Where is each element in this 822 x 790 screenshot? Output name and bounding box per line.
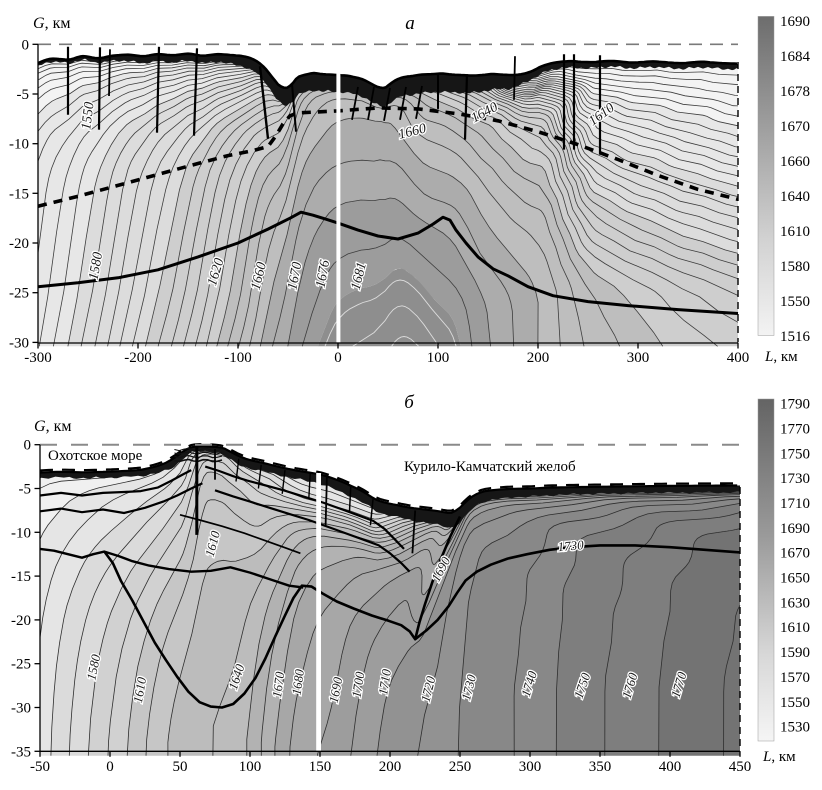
svg-text:1670: 1670 (269, 670, 288, 698)
svg-text:1660: 1660 (780, 154, 810, 170)
svg-text:100: 100 (239, 759, 262, 775)
svg-text:-35: -35 (11, 744, 31, 760)
svg-text:-100: -100 (224, 350, 252, 366)
svg-text:1670: 1670 (285, 261, 305, 291)
svg-text:450: 450 (729, 759, 752, 775)
svg-text:1684: 1684 (780, 49, 811, 65)
svg-text:-25: -25 (11, 657, 31, 673)
svg-text:1580: 1580 (87, 251, 107, 281)
svg-text:-10: -10 (11, 525, 31, 541)
svg-text:G, км: G, км (33, 15, 70, 32)
svg-text:0: 0 (22, 37, 30, 53)
svg-text:150: 150 (309, 759, 332, 775)
svg-text:Курило-Камчатский желоб: Курило-Камчатский желоб (404, 459, 576, 475)
svg-text:L, км: L, км (762, 749, 796, 765)
svg-text:1678: 1678 (780, 84, 810, 100)
svg-text:-20: -20 (11, 613, 31, 629)
svg-text:0: 0 (334, 350, 342, 366)
svg-text:1690: 1690 (780, 521, 810, 537)
svg-text:1730: 1730 (780, 471, 810, 487)
svg-text:-5: -5 (17, 87, 30, 103)
svg-text:1610: 1610 (130, 675, 149, 704)
svg-text:-200: -200 (124, 350, 152, 366)
svg-text:0: 0 (24, 438, 32, 454)
svg-text:1516: 1516 (780, 329, 811, 345)
svg-text:1670: 1670 (780, 546, 810, 562)
svg-text:-15: -15 (11, 569, 31, 585)
svg-text:1770: 1770 (780, 421, 810, 437)
svg-text:Охотское море: Охотское море (48, 448, 143, 464)
svg-text:-300: -300 (24, 350, 52, 366)
svg-text:250: 250 (449, 759, 472, 775)
svg-text:1630: 1630 (780, 595, 810, 611)
svg-text:-15: -15 (9, 186, 29, 202)
svg-text:1550: 1550 (780, 695, 810, 711)
svg-text:1610: 1610 (780, 224, 810, 240)
svg-text:1580: 1580 (83, 652, 103, 681)
svg-text:1570: 1570 (780, 670, 810, 686)
svg-text:1790: 1790 (780, 397, 810, 413)
svg-text:350: 350 (589, 759, 612, 775)
svg-text:50: 50 (173, 759, 188, 775)
svg-text:1530: 1530 (780, 720, 810, 736)
svg-text:-20: -20 (9, 236, 29, 252)
svg-text:1550: 1550 (79, 101, 97, 131)
svg-text:1750: 1750 (780, 446, 810, 462)
svg-text:1710: 1710 (780, 496, 810, 512)
svg-text:1690: 1690 (326, 675, 346, 704)
svg-text:1700: 1700 (349, 670, 368, 699)
svg-text:200: 200 (527, 350, 550, 366)
svg-text:-50: -50 (30, 759, 50, 775)
svg-text:1710: 1710 (375, 668, 394, 697)
svg-text:-30: -30 (11, 701, 31, 717)
svg-text:1676: 1676 (314, 259, 334, 289)
svg-text:1650: 1650 (780, 571, 810, 587)
svg-text:L, км: L, км (764, 349, 798, 365)
svg-text:200: 200 (379, 759, 402, 775)
svg-text:300: 300 (627, 350, 650, 366)
svg-text:1580: 1580 (780, 259, 810, 275)
svg-text:1680: 1680 (289, 668, 308, 696)
svg-text:-25: -25 (9, 286, 29, 302)
svg-text:0: 0 (106, 759, 114, 775)
svg-text:-30: -30 (9, 335, 29, 351)
svg-text:1610: 1610 (780, 620, 810, 636)
svg-text:-10: -10 (9, 137, 29, 153)
svg-text:-5: -5 (19, 482, 32, 498)
svg-text:G, км: G, км (34, 418, 71, 435)
svg-text:1550: 1550 (780, 294, 810, 310)
svg-text:1640: 1640 (780, 189, 810, 205)
svg-text:а: а (405, 13, 415, 34)
svg-text:400: 400 (659, 759, 682, 775)
svg-text:300: 300 (519, 759, 542, 775)
svg-text:1670: 1670 (780, 119, 810, 135)
svg-text:1730: 1730 (557, 537, 585, 554)
svg-text:400: 400 (727, 350, 750, 366)
svg-text:б: б (404, 392, 415, 413)
svg-text:100: 100 (427, 350, 450, 366)
svg-text:1590: 1590 (780, 645, 810, 661)
svg-text:1690: 1690 (780, 14, 810, 30)
